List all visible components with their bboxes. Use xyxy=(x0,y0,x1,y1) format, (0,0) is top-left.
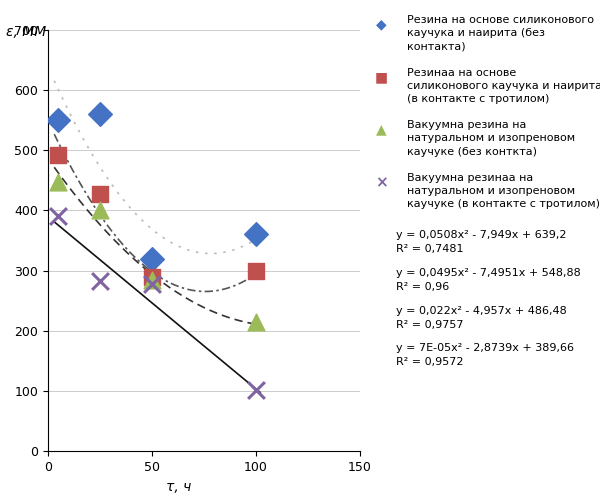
Point xyxy=(53,177,63,185)
Point xyxy=(95,206,105,214)
Point xyxy=(251,318,261,326)
Point xyxy=(147,255,157,263)
Point xyxy=(147,273,157,281)
Text: ε, ММ: ε, ММ xyxy=(6,25,46,39)
Text: y = 7E-05x² - 2,8739x + 389,66
R² = 0,9572: y = 7E-05x² - 2,8739x + 389,66 R² = 0,95… xyxy=(396,343,574,367)
Text: y = 0,0495x² - 7,4951x + 548,88
R² = 0,96: y = 0,0495x² - 7,4951x + 548,88 R² = 0,9… xyxy=(396,268,581,292)
Text: Резина на основе силиконового
каучука и наирита (без
контакта): Резина на основе силиконового каучука и … xyxy=(407,15,594,52)
Point xyxy=(251,267,261,275)
Text: Вакуумна резинаа на
натуральном и изопреновом
каучуке (в контакте с тротилом): Вакуумна резинаа на натуральном и изопре… xyxy=(407,173,600,209)
Point xyxy=(95,277,105,285)
Point xyxy=(53,150,63,158)
Point xyxy=(251,386,261,394)
Text: ×: × xyxy=(374,175,388,190)
Point xyxy=(53,212,63,220)
Text: Резинаа на основе
силиконового каучука и наирита
(в контакте с тротилом): Резинаа на основе силиконового каучука и… xyxy=(407,68,600,104)
X-axis label: τ, ч: τ, ч xyxy=(166,480,192,494)
Text: ▲: ▲ xyxy=(376,123,386,137)
Text: y = 0,022x² - 4,957x + 486,48
R² = 0,9757: y = 0,022x² - 4,957x + 486,48 R² = 0,975… xyxy=(396,306,567,330)
Text: Вакуумна резина на
натуральном и изопреновом
каучуке (без конткта): Вакуумна резина на натуральном и изопрен… xyxy=(407,120,575,157)
Point xyxy=(251,230,261,238)
Point xyxy=(53,116,63,124)
Point xyxy=(147,280,157,288)
Point xyxy=(95,189,105,197)
Point xyxy=(95,110,105,118)
Point xyxy=(147,276,157,284)
Text: y = 0,0508x² - 7,949x + 639,2
R² = 0,7481: y = 0,0508x² - 7,949x + 639,2 R² = 0,748… xyxy=(396,230,566,255)
Text: ◆: ◆ xyxy=(376,18,386,32)
Text: ■: ■ xyxy=(374,70,388,84)
